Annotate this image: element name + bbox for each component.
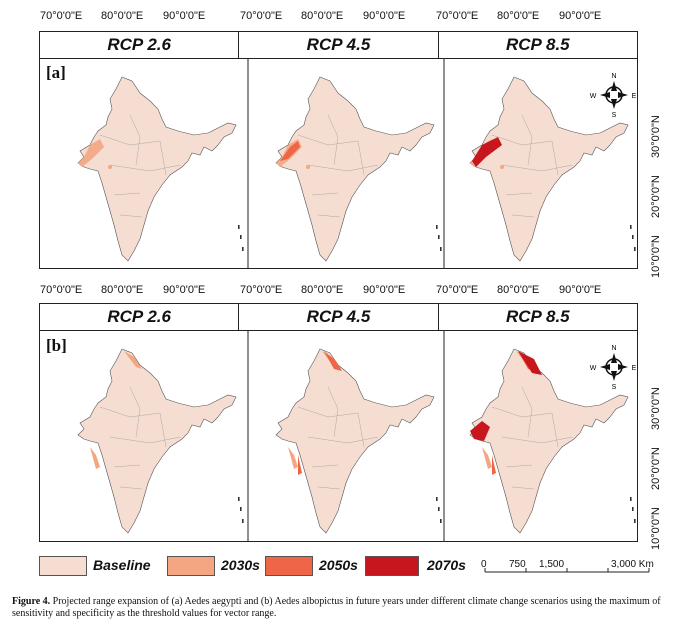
baseline-area	[275, 76, 435, 262]
figure-caption: Figure 4. Projected range expansion of (…	[12, 596, 682, 620]
baseline-area	[77, 348, 237, 534]
legend: Baseline 2030s 2050s 2070s 0 750 1,500 3…	[39, 556, 659, 580]
india-map	[275, 76, 442, 262]
legend-label: 2070s	[427, 557, 466, 573]
compass-letter: S	[612, 384, 617, 391]
latitude-label: 30°0'0"N	[650, 115, 662, 158]
longitude-label: 70°0'0"E	[240, 284, 283, 296]
legend-swatch-2050s	[265, 556, 313, 576]
longitude-label: 80°0'0"E	[101, 284, 144, 296]
scenario-header: RCP 4.5	[239, 32, 439, 58]
panel-a-map-canvas: N S E W	[77, 59, 637, 269]
north-arrow-icon: N S E W	[590, 345, 637, 391]
scenario-header: RCP 8.5	[506, 35, 570, 54]
legend-swatch-baseline	[39, 556, 87, 576]
india-map	[469, 348, 636, 534]
panel-b-map-canvas: N S E W	[77, 331, 637, 541]
compass-letter: N	[611, 345, 616, 352]
longitude-label: 70°0'0"E	[40, 10, 83, 22]
panel-b-header: RCP 2.6 RCP 4.5 RCP 8.5	[39, 303, 638, 331]
scenario-header: RCP 2.6	[40, 32, 240, 58]
india-map	[77, 348, 244, 534]
baseline-area	[275, 348, 435, 534]
scenario-header: RCP 2.6	[40, 304, 240, 330]
longitude-label: 80°0'0"E	[497, 10, 540, 22]
longitude-label: 70°0'0"E	[40, 284, 83, 296]
latitude-label: 30°0'0"N	[650, 387, 662, 430]
india-map	[469, 76, 636, 262]
panel-a-header: RCP 2.6 RCP 4.5 RCP 8.5	[39, 31, 638, 59]
north-arrow-icon: N S E W	[590, 73, 637, 119]
longitude-label: 90°0'0"E	[163, 284, 206, 296]
caption-text: Projected range expansion of (a) Aedes a…	[12, 596, 661, 619]
baseline-area	[469, 76, 629, 262]
panel-b-maps: N S E W	[39, 330, 638, 542]
compass-letter: E	[632, 93, 637, 100]
india-map	[77, 76, 244, 262]
scale-tick: 0	[481, 559, 487, 570]
panel-a-maps: N S E W	[39, 58, 638, 269]
legend-label: Baseline	[93, 557, 151, 573]
legend-swatch-2030s	[167, 556, 215, 576]
scale-tick: 750	[509, 559, 526, 570]
longitude-label: 70°0'0"E	[436, 10, 479, 22]
longitude-label: 90°0'0"E	[363, 10, 406, 22]
compass-letter: S	[612, 112, 617, 119]
legend-swatch-2070s	[365, 556, 419, 576]
compass-letter: W	[590, 365, 597, 372]
scale-bar	[484, 568, 650, 573]
longitude-label: 80°0'0"E	[301, 284, 344, 296]
panel-tag-b: [b]	[46, 336, 67, 355]
latitude-label: 20°0'0"N	[650, 175, 662, 218]
compass-letter: E	[632, 365, 637, 372]
scenario-header: RCP 8.5	[506, 307, 570, 326]
latitude-label: 10°0'0"N	[650, 507, 662, 550]
compass-letter: N	[611, 73, 616, 80]
panel-tag-a: [a]	[46, 63, 66, 82]
scenario-header: RCP 4.5	[239, 304, 439, 330]
baseline-area	[77, 76, 237, 262]
longitude-label: 80°0'0"E	[301, 10, 344, 22]
longitude-label: 70°0'0"E	[436, 284, 479, 296]
legend-label: 2050s	[319, 557, 358, 573]
latitude-label: 20°0'0"N	[650, 447, 662, 490]
latitude-label: 10°0'0"N	[650, 235, 662, 278]
longitude-label: 90°0'0"E	[163, 10, 206, 22]
caption-label: Figure 4.	[12, 596, 51, 607]
longitude-label: 90°0'0"E	[559, 10, 602, 22]
scale-tick: 3,000 Km	[611, 559, 654, 570]
longitude-label: 80°0'0"E	[497, 284, 540, 296]
longitude-label: 70°0'0"E	[240, 10, 283, 22]
legend-label: 2030s	[221, 557, 260, 573]
scale-tick: 1,500	[539, 559, 565, 570]
longitude-label: 80°0'0"E	[101, 10, 144, 22]
baseline-area	[469, 348, 629, 534]
compass-letter: W	[590, 93, 597, 100]
longitude-label: 90°0'0"E	[559, 284, 602, 296]
india-map	[275, 348, 442, 534]
longitude-label: 90°0'0"E	[363, 284, 406, 296]
